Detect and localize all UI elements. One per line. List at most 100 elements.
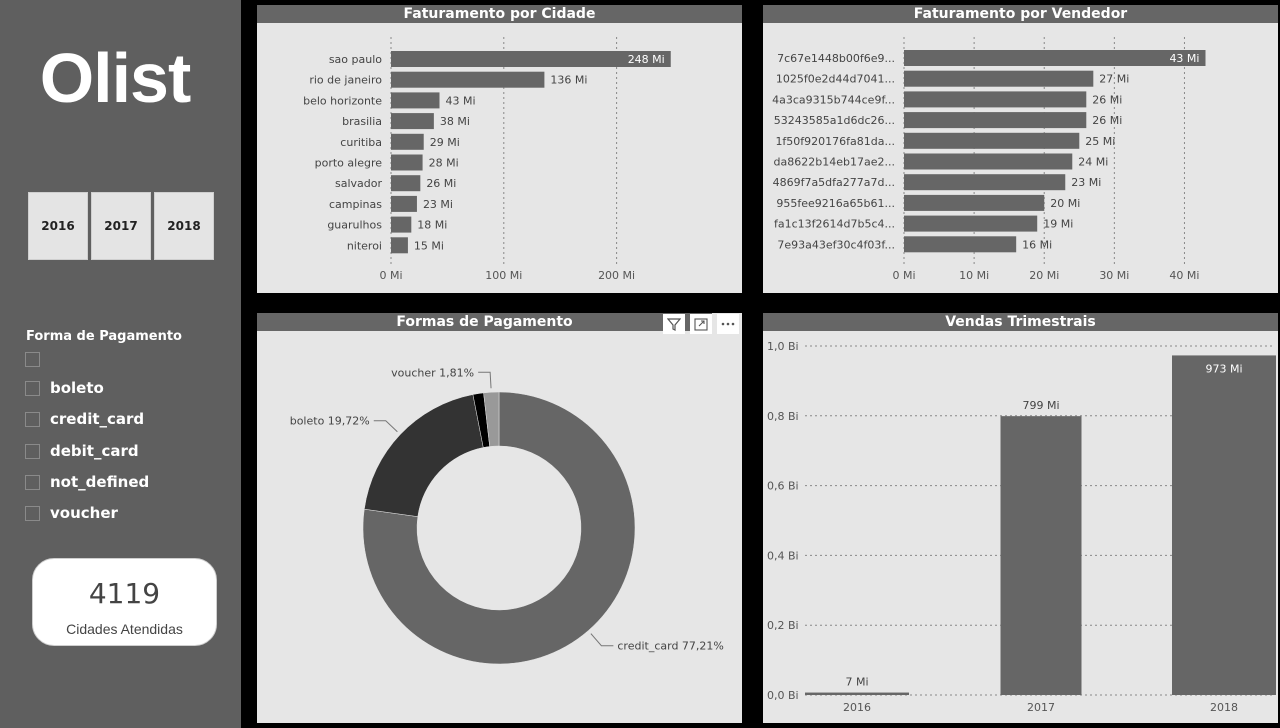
payment-option-debit-card[interactable]: debit_card bbox=[50, 442, 139, 460]
chart-faturamento-cidade: 0 Mi 100 Mi 200 Mi sao paulo 248 Mi rio de ja… bbox=[303, 37, 671, 282]
trimestrais-tick-label: 0,6 Bi bbox=[767, 480, 799, 493]
more-options-icon[interactable] bbox=[717, 314, 739, 334]
cidade-bar[interactable] bbox=[391, 154, 423, 171]
cidade-tick-label: 100 Mi bbox=[485, 269, 522, 282]
panel-title-vendedor: Faturamento por Vendedor bbox=[763, 5, 1278, 23]
donut-slice-credit-card[interactable] bbox=[362, 391, 636, 665]
trimestrais-bar[interactable] bbox=[1000, 416, 1082, 695]
vendedor-category-label: da8622b14eb17ae2... bbox=[774, 156, 895, 169]
vendedor-category-label: 1025f0e2d44d7041... bbox=[776, 73, 895, 86]
vendedor-data-label: 26 Mi bbox=[1092, 93, 1122, 106]
trimestrais-data-label: 973 Mi bbox=[1205, 362, 1242, 375]
focus-mode-icon[interactable] bbox=[690, 314, 712, 334]
vendedor-data-label: 27 Mi bbox=[1099, 73, 1129, 86]
trimestrais-category-label: 2018 bbox=[1210, 701, 1238, 714]
cidade-data-label: 18 Mi bbox=[417, 219, 447, 232]
cidade-data-label: 38 Mi bbox=[440, 115, 470, 128]
cidade-tick-label: 200 Mi bbox=[598, 269, 635, 282]
panel-vendas-trimestrais: Vendas Trimestrais 0,0 Bi 0,2 Bi 0,4 Bi 0,6… bbox=[763, 313, 1278, 723]
trimestrais-tick-label: 0,8 Bi bbox=[767, 410, 799, 423]
vendedor-tick-label: 40 Mi bbox=[1169, 269, 1199, 282]
cidade-category-label: brasilia bbox=[342, 115, 382, 128]
logo: Olist bbox=[39, 39, 192, 117]
cidade-bar[interactable] bbox=[391, 195, 417, 212]
cidade-category-label: curitiba bbox=[340, 136, 382, 149]
cidade-data-label: 136 Mi bbox=[550, 74, 587, 87]
panel-title-pagamento: Formas de Pagamento bbox=[257, 313, 712, 331]
donut-slice-voucher[interactable] bbox=[483, 391, 500, 447]
vendedor-bar[interactable] bbox=[904, 236, 1017, 253]
vendedor-tick-label: 0 Mi bbox=[892, 269, 915, 282]
cidade-category-label: guarulhos bbox=[327, 219, 382, 232]
chart-faturamento-vendedor: 0 Mi 10 Mi 20 Mi 30 Mi 40 Mi 7c67e1448b00f6e9… bbox=[772, 37, 1206, 282]
filter-icon[interactable] bbox=[663, 314, 685, 334]
vendedor-bar[interactable] bbox=[904, 50, 1206, 66]
payment-option-not-defined[interactable]: not_defined bbox=[50, 473, 150, 491]
kpi-label: Cidades Atendidas bbox=[66, 621, 183, 637]
panel-faturamento-vendedor: Faturamento por Vendedor 0 Mi 10 Mi 20 Mi 3… bbox=[763, 5, 1278, 293]
sidebar: Olist 2016 2017 2018 Forma de Pagamento … bbox=[0, 0, 241, 728]
checkbox-credit-card[interactable] bbox=[25, 412, 40, 427]
vendedor-bar[interactable] bbox=[904, 91, 1087, 108]
checkbox-debit-card[interactable] bbox=[25, 444, 40, 459]
trimestrais-category-label: 2017 bbox=[1027, 701, 1055, 714]
trimestrais-data-label: 7 Mi bbox=[845, 676, 868, 689]
chart-vendas-trimestrais: 0,0 Bi 0,2 Bi 0,4 Bi 0,6 Bi 0,8 Bi 1,0 Bi 7 Mi… bbox=[767, 340, 1276, 714]
donut-slice-label: credit_card 77,21% bbox=[617, 640, 724, 653]
vendedor-category-label: 1f50f920176fa81da... bbox=[775, 135, 895, 148]
trimestrais-bar[interactable] bbox=[1172, 355, 1276, 695]
cidade-data-label: 26 Mi bbox=[426, 177, 456, 190]
donut-leader-line bbox=[478, 371, 492, 389]
vendedor-bar[interactable] bbox=[904, 112, 1087, 129]
cidade-bar[interactable] bbox=[391, 71, 545, 88]
cidade-category-label: porto alegre bbox=[315, 157, 383, 170]
cidade-data-label: 15 Mi bbox=[414, 239, 444, 252]
vendedor-data-label: 19 Mi bbox=[1043, 218, 1073, 231]
trimestrais-tick-label: 1,0 Bi bbox=[767, 340, 799, 353]
cidade-bar[interactable] bbox=[391, 133, 424, 150]
checkbox-boleto[interactable] bbox=[25, 381, 40, 396]
cidade-data-label: 29 Mi bbox=[430, 136, 460, 149]
vendedor-category-label: 7c67e1448b00f6e9... bbox=[777, 52, 895, 65]
year-button-2018[interactable]: 2018 bbox=[154, 192, 214, 260]
vendedor-bar[interactable] bbox=[904, 215, 1038, 232]
checkbox-blank[interactable] bbox=[25, 352, 40, 367]
cidade-bar[interactable] bbox=[391, 237, 408, 254]
vendedor-tick-label: 20 Mi bbox=[1029, 269, 1059, 282]
trimestrais-tick-label: 0,0 Bi bbox=[767, 689, 799, 702]
cidade-bar[interactable] bbox=[391, 92, 440, 109]
year-button-2017[interactable]: 2017 bbox=[91, 192, 151, 260]
checkbox-voucher[interactable] bbox=[25, 506, 40, 521]
donut-leader-line bbox=[590, 633, 614, 647]
payment-option-credit-card[interactable]: credit_card bbox=[50, 410, 145, 428]
cidade-category-label: sao paulo bbox=[329, 53, 382, 66]
vendedor-bar[interactable] bbox=[904, 153, 1073, 170]
cidade-bar[interactable] bbox=[391, 216, 412, 233]
cidade-category-label: niteroi bbox=[347, 239, 382, 252]
trimestrais-category-label: 2016 bbox=[843, 701, 871, 714]
panel-faturamento-cidade: Faturamento por Cidade 0 Mi 100 Mi 200 Mi s… bbox=[257, 5, 742, 293]
cidade-bar[interactable] bbox=[391, 113, 434, 130]
panel-formas-pagamento: Formas de Pagamento credit_card 77,21% bo… bbox=[257, 313, 742, 723]
vendedor-data-label: 24 Mi bbox=[1078, 156, 1108, 169]
vendedor-data-label: 20 Mi bbox=[1050, 197, 1080, 210]
trimestrais-bar[interactable] bbox=[805, 692, 909, 695]
payment-option-voucher[interactable]: voucher bbox=[50, 504, 118, 522]
cidade-data-label: 28 Mi bbox=[429, 157, 459, 170]
vendedor-tick-label: 30 Mi bbox=[1099, 269, 1129, 282]
cidade-bar[interactable] bbox=[391, 51, 671, 67]
cidade-data-label: 248 Mi bbox=[628, 53, 665, 66]
vendedor-bar[interactable] bbox=[904, 194, 1045, 211]
checkbox-not-defined[interactable] bbox=[25, 475, 40, 490]
year-button-2016[interactable]: 2016 bbox=[28, 192, 88, 260]
donut-slice-boleto[interactable] bbox=[364, 394, 484, 517]
trimestrais-data-label: 799 Mi bbox=[1022, 399, 1059, 412]
cidade-data-label: 43 Mi bbox=[446, 94, 476, 107]
cidade-bar[interactable] bbox=[391, 175, 421, 192]
vendedor-bar[interactable] bbox=[904, 132, 1080, 149]
payment-option-boleto[interactable]: boleto bbox=[50, 379, 104, 397]
vendedor-bar[interactable] bbox=[904, 70, 1094, 87]
vendedor-tick-label: 10 Mi bbox=[959, 269, 989, 282]
cidade-data-label: 23 Mi bbox=[423, 198, 453, 211]
vendedor-bar[interactable] bbox=[904, 174, 1066, 191]
